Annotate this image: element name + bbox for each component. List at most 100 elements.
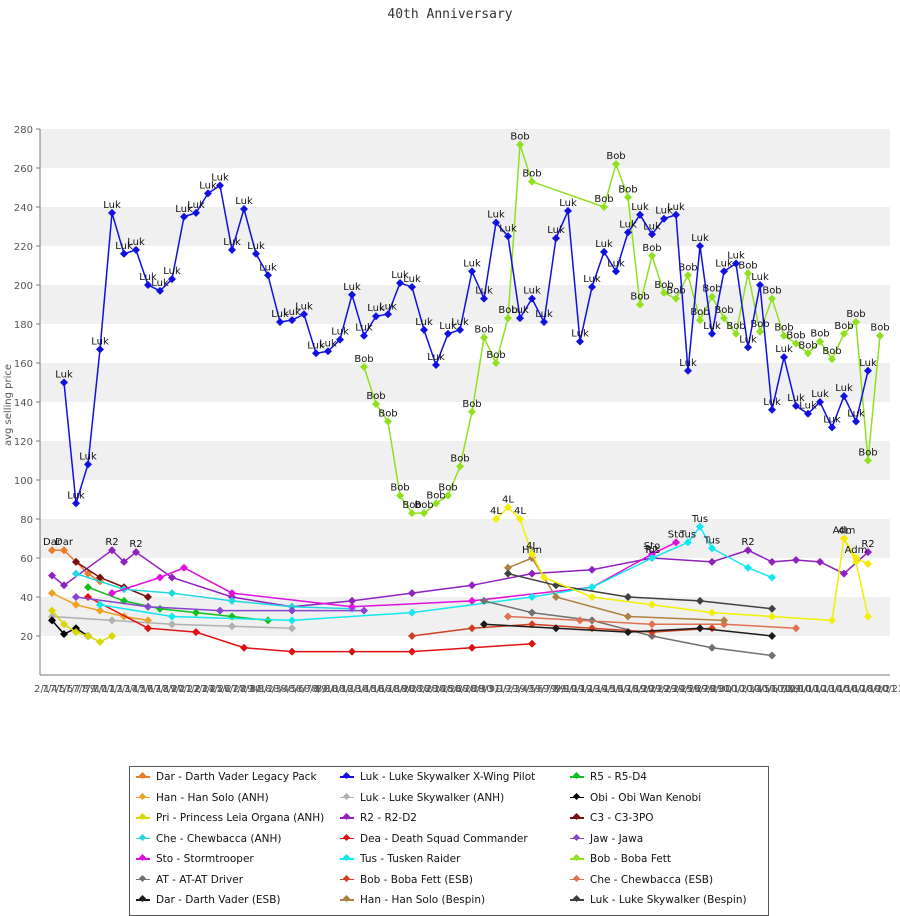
data-label: 4L [490,506,502,517]
x-tick-label: 8/4 [273,684,289,695]
data-label: Luk [571,329,589,340]
x-tick-label: 7/23 [185,684,207,695]
data-point [504,563,512,572]
data-point [624,193,632,202]
data-point [468,624,476,633]
chart-title: 40th Anniversary [387,7,512,22]
data-point [588,565,596,574]
x-tick-label: 7/15 [123,684,145,695]
data-point [504,503,512,512]
data-point [348,602,356,611]
x-tick-label: 10/10 [783,684,812,695]
data-point [696,316,704,325]
data-label: Bob [414,500,433,511]
data-point [516,140,524,149]
data-point [348,596,356,605]
data-point [168,275,176,284]
data-point [72,593,80,601]
data-point [468,581,476,590]
data-point [768,632,776,640]
x-tick-labels: 2/17/47/57/67/77/87/97/107/117/127/137/1… [34,684,900,695]
data-label: Luk [499,223,517,234]
data-point [84,460,92,469]
legend-swatch [136,771,150,782]
data-label: Bob [810,329,829,340]
data-point [840,329,848,338]
x-tick-label: 7/4 [42,684,58,695]
x-tick-label: 8/18 [378,684,400,695]
data-point [288,647,296,656]
legend-item: Jaw - Jawa [570,833,643,845]
data-label: Bob [774,323,793,334]
data-point [408,632,416,640]
data-label: Bob [726,321,745,332]
legend-label: R5 - R5-D4 [590,771,647,783]
data-label: Luk [859,358,877,369]
legend-item: Sto - Stormtrooper [136,853,254,865]
series-line [75,561,149,598]
x-tick-label: 8/26 [439,684,461,695]
data-point [792,624,800,633]
data-point [180,563,188,572]
x-tick-label: 7/19 [154,684,176,695]
data-point [408,647,416,656]
legend-item: AT - AT-AT Driver [136,874,243,886]
data-label: Bob [474,325,493,336]
data-point [264,616,272,625]
data-point [696,596,704,605]
data-label: Bob [450,453,469,464]
data-point [864,366,872,375]
data-point [144,624,152,633]
data-label: Luk [631,202,649,213]
data-point [336,335,344,344]
legend-label: Jaw - Jawa [590,832,644,845]
data-point [432,499,440,508]
x-tick-label: 10/14 [814,684,843,695]
legend-item: Luk - Luke Skywalker X-Wing Pilot [340,771,535,783]
data-label: Luk [151,278,169,289]
x-tick-label: 10/19 [852,684,881,695]
data-point [468,267,476,276]
data-point [552,624,560,633]
x-tick-label: 8/29 [462,684,484,695]
data-label: Luk [79,451,97,462]
data-point [720,314,728,323]
series-line [51,619,89,637]
data-point [528,550,536,559]
y-tick-label: 80 [20,515,33,526]
x-tick-label: 10/15 [822,684,851,695]
legend-item: Han - Han Solo (Bespin) [340,894,485,906]
data-point [72,628,80,637]
data-label: 4L [526,541,538,552]
data-point [372,399,380,408]
data-point [864,612,872,621]
x-tick-label: 10/5 [748,684,770,695]
data-point [204,189,212,198]
data-point [612,267,620,276]
data-label: Bob [438,483,457,494]
data-point [60,620,68,629]
series-line [87,586,269,622]
data-label: Luk [775,344,793,355]
x-tick-label: 10/8 [771,684,793,695]
data-label: Tus [703,535,720,546]
x-tick-label: 8/23 [416,684,438,695]
data-point [576,337,584,346]
data-point [84,632,92,640]
data-point [156,286,164,295]
data-point [168,573,176,582]
data-label: Sto [644,541,660,552]
x-tick-label: 9/22 [647,684,669,695]
data-point [672,294,680,303]
legend-swatch [340,792,354,803]
legend-swatch [570,874,584,885]
data-point [516,314,524,323]
data-point [528,569,536,578]
data-label: Luk [727,251,745,262]
data-point [444,491,452,500]
data-point [180,212,188,221]
y-tick-label: 100 [14,476,33,487]
x-tick-label: 8/21 [401,684,423,695]
data-point [480,620,488,629]
data-point [744,343,752,352]
